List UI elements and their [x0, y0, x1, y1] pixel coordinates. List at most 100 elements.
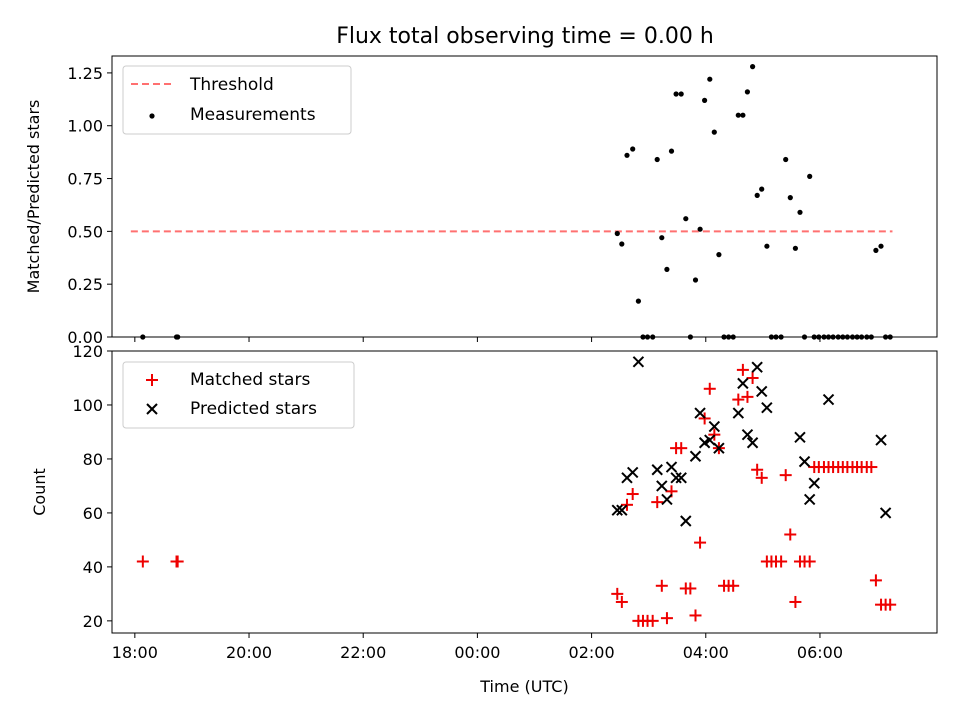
ratio-y-tick-label: 1.00	[67, 117, 103, 136]
matched-star-point	[675, 442, 688, 455]
predicted-star-point	[879, 507, 892, 519]
predicted-star-point	[656, 480, 668, 492]
count-y-tick-label: 20	[83, 612, 103, 631]
matched-legend-swatch	[146, 374, 158, 386]
measurement-point	[702, 97, 708, 103]
x-tick-label: 18:00	[112, 643, 158, 662]
measurement-point	[678, 91, 684, 97]
matched-star-point	[171, 555, 184, 568]
measurement-point	[807, 173, 813, 179]
predicted-star-point	[632, 356, 645, 368]
matched-star-point	[784, 528, 797, 541]
ratio-y-ticks: 0.00 0.25 0.50 0.75 1.00 1.25	[67, 64, 112, 347]
measurement-point	[797, 209, 803, 215]
predicted-star-point	[680, 515, 692, 527]
measurement-point	[664, 266, 670, 272]
matched-star-point	[651, 496, 664, 509]
matched-star-point	[611, 587, 624, 600]
predicted-star-point	[741, 428, 754, 441]
predicted-star-point	[737, 377, 749, 390]
predicted-star-point	[626, 466, 639, 479]
count-y-axis-label: Count	[30, 468, 49, 516]
measurement-point	[697, 226, 703, 232]
ratio-x-ticks	[134, 337, 821, 342]
predicted-star-point	[708, 420, 721, 433]
x-tick-label: 20:00	[226, 643, 272, 662]
matched-star-point	[741, 390, 754, 403]
count-legend-frame	[122, 361, 355, 429]
ratio-y-tick-label: 0.75	[67, 170, 103, 189]
matched-star-point	[865, 461, 878, 474]
x-axis-label: Time (UTC)	[479, 677, 568, 696]
predicted-star-point	[704, 434, 716, 446]
x-tick-label: 22:00	[340, 643, 386, 662]
predicted-star-point	[803, 493, 816, 506]
predicted-star-point	[611, 504, 623, 516]
predicted-star-point	[670, 472, 682, 484]
matched-star-point	[660, 612, 673, 625]
ratio-legend-frame	[122, 65, 352, 135]
predicted-star-point	[689, 450, 702, 462]
x-tick-label: 00:00	[454, 643, 500, 662]
measurement-point	[624, 152, 630, 158]
count-y-tick-label: 40	[83, 558, 103, 577]
count-y-ticks: 20 40 60 80 100 120	[72, 342, 112, 631]
matched-star-point	[694, 536, 707, 549]
ratio-panel: 0.00 0.25 0.50 0.75 1.00 1.25 Matched/Predict…	[24, 55, 938, 347]
matched-star-point	[751, 463, 764, 476]
matched-star-point	[732, 393, 745, 406]
matched-star-point	[755, 471, 768, 484]
measurement-point	[659, 235, 665, 241]
predicted-star-point	[665, 461, 678, 473]
ratio-legend: Threshold Measurements	[122, 65, 352, 135]
predicted-star-point	[808, 477, 820, 489]
count-legend: Matched stars Predicted stars	[122, 361, 355, 429]
matched-legend-label: Matched stars	[190, 370, 310, 390]
measurement-point	[787, 195, 793, 201]
matched-star-point	[689, 609, 702, 622]
predicted-star-point	[756, 385, 768, 398]
measurement-point	[716, 252, 722, 258]
measurement-point	[614, 230, 620, 237]
count-y-tick-label: 120	[72, 342, 103, 361]
measurement-point	[735, 112, 741, 118]
x-tick-label: 04:00	[683, 643, 729, 662]
matched-star-point	[626, 488, 639, 501]
ratio-y-tick-label: 1.25	[67, 64, 103, 83]
ratio-panel-frame	[111, 55, 938, 338]
measurement-point	[764, 243, 770, 249]
predicted-star-point	[822, 393, 835, 406]
measurement-point	[792, 245, 799, 251]
measurement-point	[673, 91, 679, 97]
predicted-star-point	[794, 431, 806, 444]
predicted-legend-swatch	[146, 403, 158, 415]
measurement-point	[759, 186, 765, 192]
ratio-y-tick-label: 0.00	[67, 328, 103, 347]
measurement-point	[707, 76, 713, 82]
predicted-legend-label: Predicted stars	[190, 399, 317, 419]
predicted-star-point	[798, 455, 811, 468]
measurement-point	[873, 247, 879, 253]
count-y-tick-label: 100	[72, 396, 103, 415]
predicted-star-point	[746, 437, 759, 449]
predicted-star-point	[694, 407, 706, 419]
measurement-point	[754, 192, 760, 198]
matched-star-point	[646, 614, 659, 627]
measurement-point	[750, 64, 756, 70]
predicted-star-point	[875, 434, 887, 446]
count-y-tick-label: 80	[83, 450, 103, 469]
matched-star-point	[684, 582, 697, 595]
matched-star-point	[703, 382, 716, 395]
measurement-point	[692, 277, 699, 283]
threshold-legend-label: Threshold	[189, 75, 274, 95]
ratio-marks	[130, 64, 893, 340]
x-tick-label: 02:00	[569, 643, 615, 662]
predicted-star-point	[616, 504, 628, 516]
ratio-y-tick-label: 0.50	[67, 222, 103, 241]
count-x-ticks: 18:00 20:00 22:00 00:00 02:00 04:00 06:00	[112, 633, 843, 662]
count-marks	[136, 356, 897, 627]
count-panel: 20 40 60 80 100 120 18:00 20:00 22:00 00:00 02:00…	[30, 342, 938, 696]
matched-star-point	[136, 555, 149, 568]
measurement-point	[654, 156, 660, 163]
matched-star-point	[779, 469, 792, 482]
